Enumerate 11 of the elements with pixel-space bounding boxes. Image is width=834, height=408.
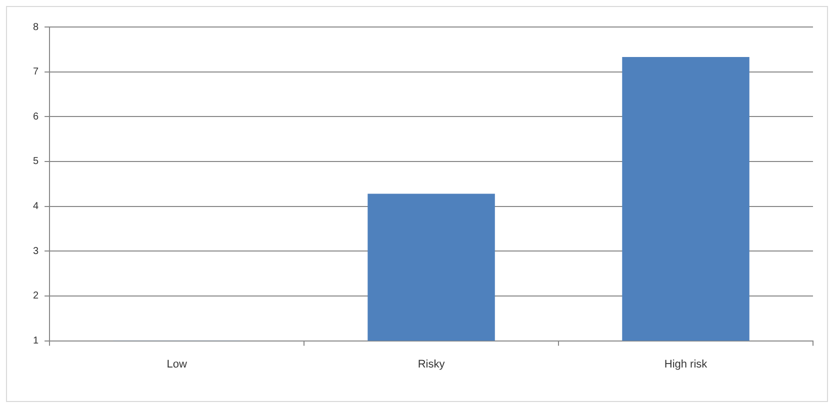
y-tick-label: 4 xyxy=(33,201,39,212)
x-tick-label: Low xyxy=(166,358,187,370)
x-tick-label: High risk xyxy=(664,358,708,370)
y-tick-label: 2 xyxy=(33,290,39,302)
x-tick-label: Risky xyxy=(418,358,446,370)
y-tick-label: 8 xyxy=(33,22,39,33)
y-tick-label: 1 xyxy=(33,336,39,347)
y-tick-label: 3 xyxy=(33,246,39,257)
y-tick-label: 5 xyxy=(33,156,39,168)
y-tick-label: 6 xyxy=(33,111,39,122)
y-tick-label: 7 xyxy=(33,66,39,78)
